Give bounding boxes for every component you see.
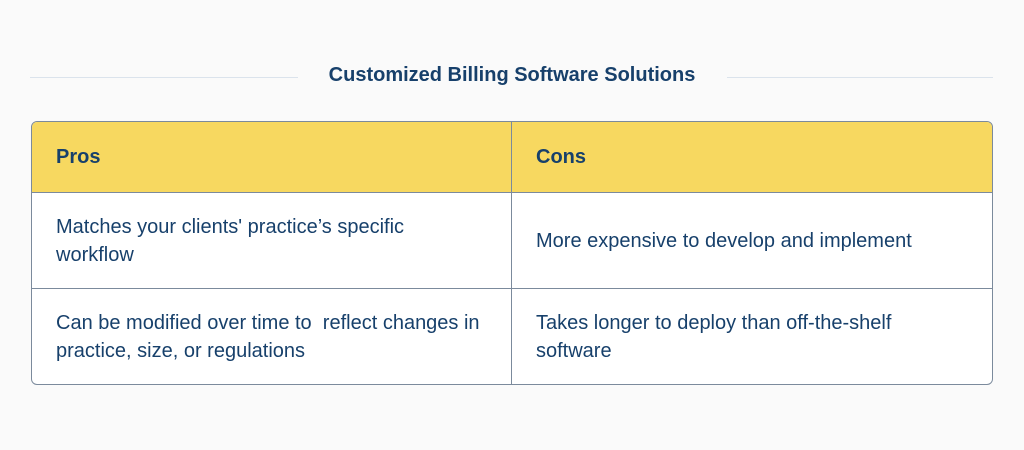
table-row: Matches your clients' practice’s specifi…: [32, 193, 992, 289]
header-cons: Cons: [512, 122, 992, 193]
page-title: Customized Billing Software Solutions: [0, 64, 1024, 87]
title-rule-right: [727, 77, 993, 78]
pros-cons-table: Pros Cons Matches your clients' practice…: [31, 121, 993, 385]
header-pros: Pros: [32, 122, 512, 193]
table-row: Can be modified over time to reflect cha…: [32, 289, 992, 384]
pro-cell: Can be modified over time to reflect cha…: [32, 289, 512, 384]
title-text: Customized Billing Software Solutions: [316, 64, 708, 86]
con-cell: Takes longer to deploy than off-the-shel…: [536, 311, 892, 362]
table-header-row: Pros Cons: [32, 122, 992, 193]
title-rule-left: [30, 77, 298, 78]
pro-cell: Matches your clients' practice’s specifi…: [32, 193, 512, 289]
con-cell: More expensive to develop and implement: [512, 193, 992, 289]
